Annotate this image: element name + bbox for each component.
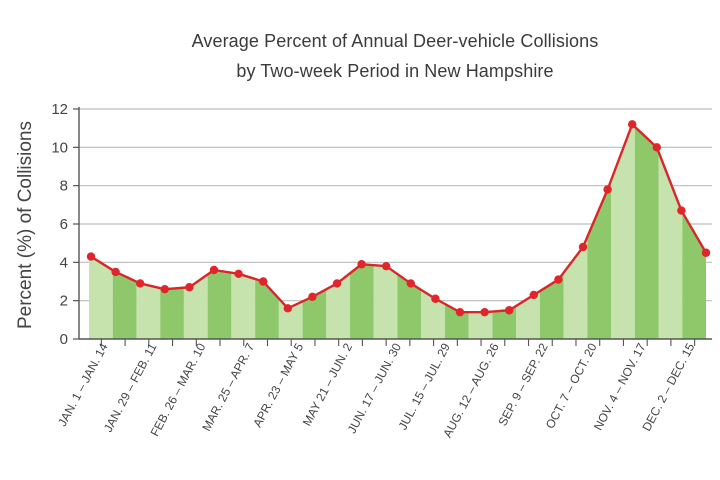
fill-band — [350, 264, 374, 339]
x-tick-label: APR. 23 – MAY 5 — [250, 341, 306, 430]
data-point — [234, 269, 243, 279]
fill-band — [563, 236, 588, 339]
y-tick-label: 10 — [51, 139, 68, 156]
y-tick-labels: 0 2 4 6 8 10 12 — [51, 101, 68, 348]
data-point — [382, 261, 391, 271]
series-line — [90, 123, 708, 314]
axes — [73, 107, 712, 346]
series-line-group — [90, 123, 708, 314]
fill-band — [468, 311, 493, 339]
fill-band — [611, 126, 635, 340]
data-point — [86, 252, 96, 261]
fill-band — [539, 272, 564, 339]
fill-band — [160, 287, 184, 339]
data-point — [283, 304, 292, 313]
x-tick-label: AUG. 12 – AUG. 26 — [440, 341, 502, 440]
y-tick-label: 6 — [60, 216, 68, 233]
chart-title-line-1: Average Percent of Annual Deer-vehicle C… — [191, 31, 599, 51]
y-tick-label: 12 — [51, 101, 68, 118]
data-point — [185, 283, 194, 292]
y-tick-label: 2 — [60, 293, 68, 310]
data-point — [160, 284, 169, 294]
chart-title-line-2: by Two-week Period in New Hampshire — [236, 61, 554, 81]
x-tick-label: JUN. 17 – JUN. 30 — [345, 341, 404, 436]
fill-band — [634, 126, 659, 340]
y-tick-label: 4 — [60, 254, 68, 271]
y-tick-label: 0 — [60, 331, 68, 348]
x-tick-label: DEC. 2 – DEC. 15 — [639, 341, 697, 434]
data-point — [529, 290, 538, 300]
x-tick-label: OCT. 7 – OCT. 20 — [543, 341, 600, 431]
fill-band — [421, 289, 445, 339]
data-point — [578, 242, 588, 252]
x-tick-label: JUL. 15 – JUL. 29 — [395, 341, 453, 433]
data-point — [480, 307, 489, 317]
x-tick-label: MAR. 25 – APR. 7 — [199, 341, 257, 434]
x-tick-label: JAN. 29 – FEB. 11 — [101, 341, 160, 435]
fill-band — [207, 270, 232, 339]
fill-band — [136, 281, 161, 339]
data-point — [111, 267, 120, 277]
x-tick-label: JAN. 1 – JAN. 14 — [55, 341, 111, 429]
data-point — [554, 275, 563, 284]
chart-title: Average Percent of Annual Deer-vehicle C… — [0, 26, 720, 86]
data-point — [628, 120, 637, 129]
data-point — [259, 277, 268, 286]
data-point — [332, 279, 342, 288]
y-axis-label: Percent (%) of Collisions — [15, 121, 36, 329]
x-tick-label: SEP. 9 – SEP. 22 — [495, 341, 551, 429]
data-point — [603, 185, 612, 194]
fill-band — [587, 180, 612, 339]
data-point — [455, 307, 465, 317]
series-points — [86, 120, 711, 317]
fill-band — [278, 298, 303, 339]
data-point — [136, 279, 145, 288]
data-point — [431, 294, 440, 303]
data-point — [209, 265, 219, 275]
fill-bands — [89, 126, 706, 340]
fill-band — [231, 272, 256, 339]
data-point — [357, 260, 366, 269]
x-tick-label: NOV. 4 – NOV. 17 — [591, 341, 649, 433]
fill-band — [326, 273, 351, 339]
data-point — [505, 306, 514, 315]
fill-band — [302, 289, 327, 339]
data-point — [308, 292, 317, 302]
data-point — [677, 206, 686, 215]
fill-band — [255, 278, 279, 339]
fill-band — [373, 265, 398, 339]
data-point — [406, 279, 415, 288]
y-tick-label: 8 — [60, 178, 68, 195]
fill-band — [89, 256, 113, 339]
data-point — [652, 143, 661, 152]
x-tick-label: MAY 21 – JUN. 2 — [300, 341, 356, 429]
fill-band — [397, 274, 422, 339]
x-tick-label: FEB. 26 – MAR. 10 — [148, 341, 209, 439]
data-point — [701, 248, 711, 257]
fill-band — [112, 270, 137, 339]
